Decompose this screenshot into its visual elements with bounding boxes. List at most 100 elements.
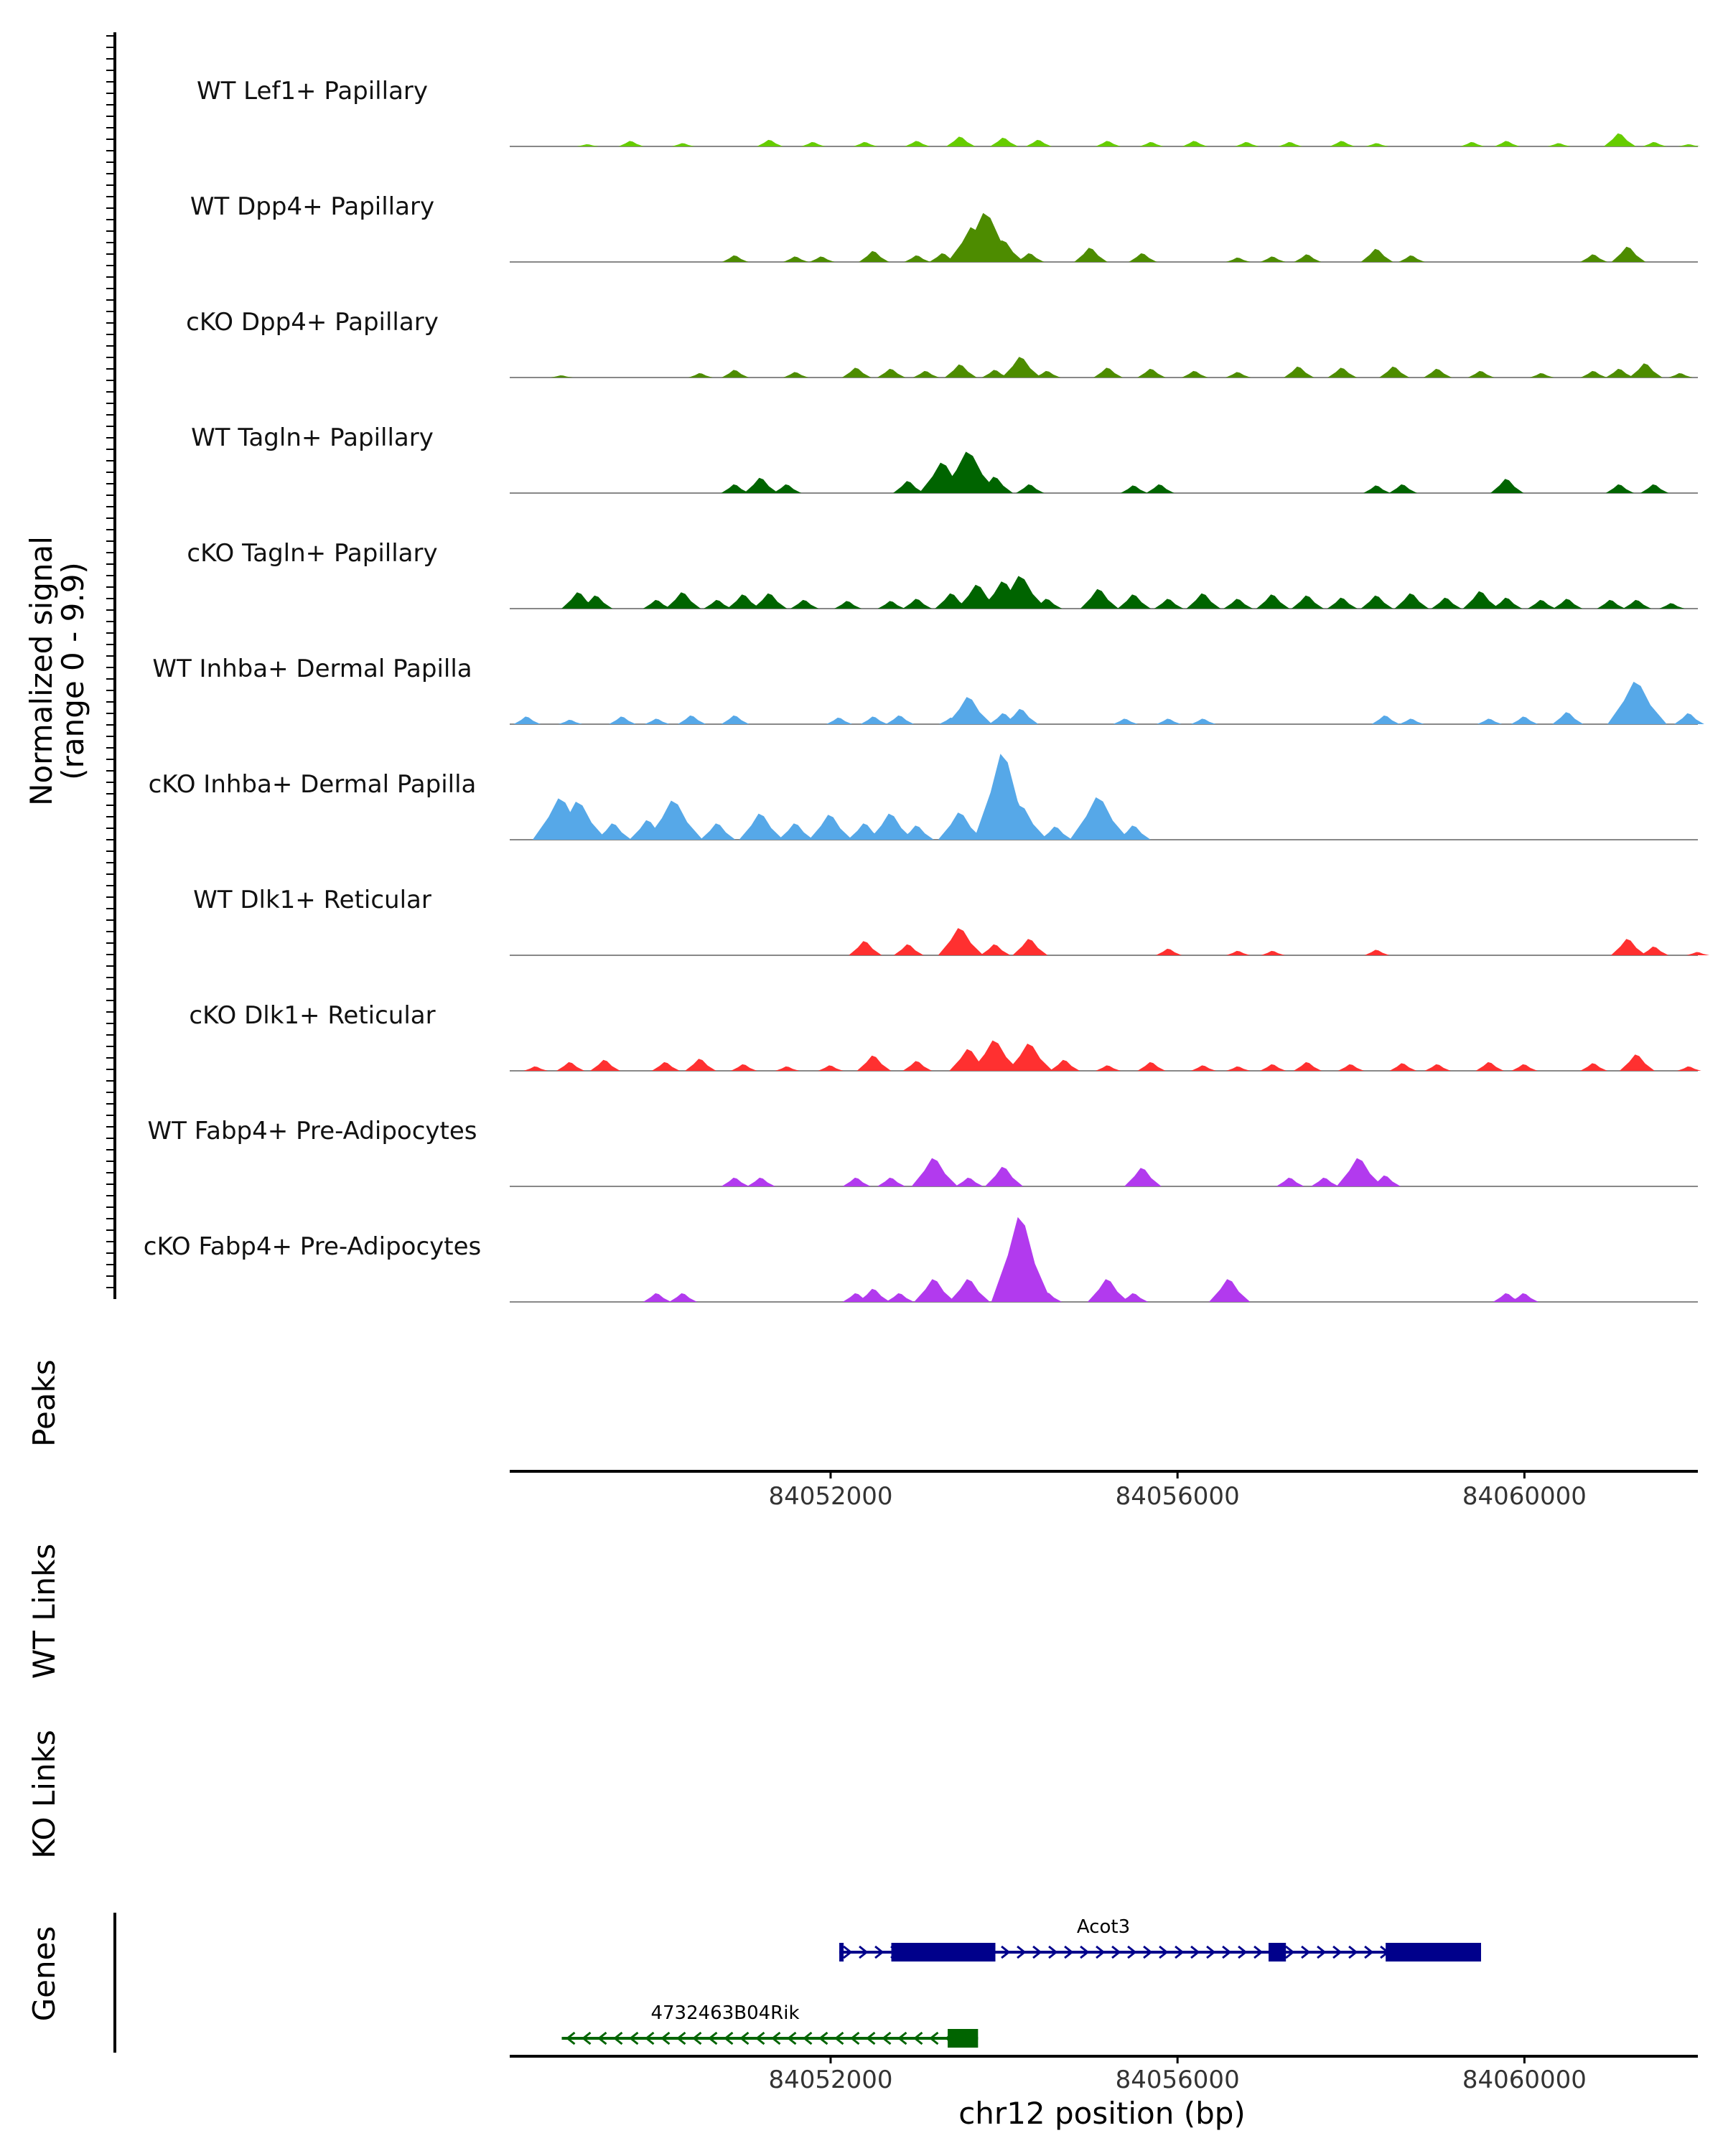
- coverage-peak: [1070, 797, 1129, 840]
- coverage-peak: [1605, 484, 1634, 493]
- strand-arrow: [818, 2031, 828, 2045]
- track-label: WT Inhba+ Dermal Papilla: [152, 655, 472, 683]
- x-tick-label: 84056000: [1115, 1482, 1240, 1511]
- coverage-peak: [1080, 589, 1119, 609]
- strand-arrow: [1127, 1945, 1137, 1959]
- strand-arrow: [1317, 1945, 1327, 1959]
- coverage-peak: [1223, 599, 1253, 609]
- coverage-peak: [858, 1288, 890, 1302]
- strand-arrow: [929, 2031, 939, 2045]
- coverage-peak: [1363, 485, 1391, 493]
- coverage-peak: [558, 719, 583, 724]
- coverage-peak: [1186, 593, 1221, 609]
- coverage-peak: [849, 941, 882, 955]
- strand-arrow: [1238, 1945, 1248, 1959]
- track-0: [510, 133, 1701, 147]
- strand-arrow: [1175, 1945, 1185, 1959]
- track-label: WT Lef1+ Papillary: [196, 77, 429, 106]
- coverage-peak: [551, 375, 573, 378]
- coverage-peak: [995, 805, 1048, 840]
- coverage-peak: [1034, 370, 1061, 378]
- coverage-peak: [727, 594, 761, 609]
- strand-arrow: [771, 2031, 781, 2045]
- coverage-peak: [1528, 599, 1556, 609]
- coverage-peak: [688, 372, 713, 378]
- coverage-peak: [905, 141, 930, 146]
- strand-arrow: [1096, 1945, 1106, 1959]
- coverage-peak: [1686, 952, 1710, 955]
- coverage-peak: [981, 370, 1009, 378]
- coverage-peak: [1327, 597, 1358, 609]
- coverage-peak: [904, 255, 930, 262]
- coverage-peak: [1032, 599, 1063, 609]
- coverage-peak: [1492, 597, 1523, 609]
- coverage-peak: [722, 370, 749, 378]
- coverage-peak: [1137, 1061, 1166, 1071]
- coverage-peak: [944, 364, 977, 378]
- coverage-peak: [1371, 715, 1400, 724]
- coverage-peak: [991, 1217, 1052, 1302]
- coverage-peak: [1225, 1066, 1251, 1071]
- peaks-panel-label: Peaks: [27, 1359, 62, 1447]
- coverage-peak: [1016, 253, 1045, 262]
- track-label: cKO Dpp4+ Papillary: [186, 308, 439, 337]
- coverage-peak: [1032, 1292, 1063, 1302]
- coverage-peak: [980, 944, 1011, 955]
- strand-arrow: [897, 2031, 907, 2045]
- coverage-peak: [1399, 718, 1424, 724]
- strand-arrow: [1285, 1945, 1295, 1959]
- coverage-peak: [877, 601, 905, 609]
- coverage-peak: [940, 451, 999, 493]
- coverage-peak: [1673, 713, 1704, 724]
- strand-arrow: [1017, 1945, 1027, 1959]
- coverage-peak: [1678, 144, 1701, 146]
- coverage-peak: [1139, 141, 1164, 146]
- coverage-peak: [877, 368, 906, 378]
- coverage-peak: [1087, 1279, 1129, 1302]
- strand-arrow: [613, 2031, 623, 2045]
- strand-arrow: [843, 1945, 853, 1959]
- gene-exon: [839, 1943, 844, 1962]
- coverage-peak: [580, 595, 613, 609]
- strand-arrow: [645, 2031, 655, 2045]
- coverage-peak: [1120, 1293, 1149, 1302]
- track-5: [510, 681, 1704, 725]
- coverage-peak: [1580, 370, 1607, 378]
- coverage-peak: [809, 256, 835, 262]
- coverage-peak: [1012, 939, 1048, 955]
- coverage-peak: [946, 697, 992, 724]
- track-1: [510, 212, 1698, 263]
- gene-label: Acot3: [1076, 1916, 1131, 1938]
- strand-arrow: [582, 2031, 592, 2045]
- coverage-peak: [731, 1064, 757, 1071]
- coverage-peak: [978, 477, 1013, 493]
- coverage-peak: [938, 812, 984, 840]
- x-axis-title: chr12 position (bp): [958, 2096, 1246, 2131]
- coverage-peak: [841, 367, 872, 378]
- coverage-peak: [945, 136, 976, 146]
- strand-arrow: [597, 2031, 607, 2045]
- ko-links-panel-label: KO Links: [27, 1730, 62, 1859]
- coverage-peak: [1552, 712, 1584, 724]
- coverage-peak: [643, 599, 671, 609]
- coverage-peak: [671, 143, 695, 146]
- coverage-peak: [1431, 597, 1462, 609]
- gene-exon: [1269, 1943, 1287, 1962]
- gene-exon: [1386, 1943, 1481, 1962]
- coverage-peak: [1293, 1061, 1322, 1071]
- coverage-peak: [900, 825, 934, 840]
- coverage-peak: [1642, 141, 1667, 146]
- track-2: [510, 357, 1698, 378]
- coverage-peak: [1529, 372, 1554, 378]
- strand-arrow: [1332, 1945, 1343, 1959]
- coverage-peak: [1182, 141, 1208, 146]
- coverage-peak: [551, 802, 607, 840]
- coverage-peak: [513, 716, 541, 724]
- coverage-peak: [869, 813, 914, 840]
- coverage-peak: [1607, 681, 1667, 724]
- coverage-peak: [1278, 141, 1302, 146]
- coverage-peak: [618, 141, 644, 146]
- coverage-peak: [1225, 372, 1251, 378]
- track-label: WT Dpp4+ Papillary: [190, 192, 435, 221]
